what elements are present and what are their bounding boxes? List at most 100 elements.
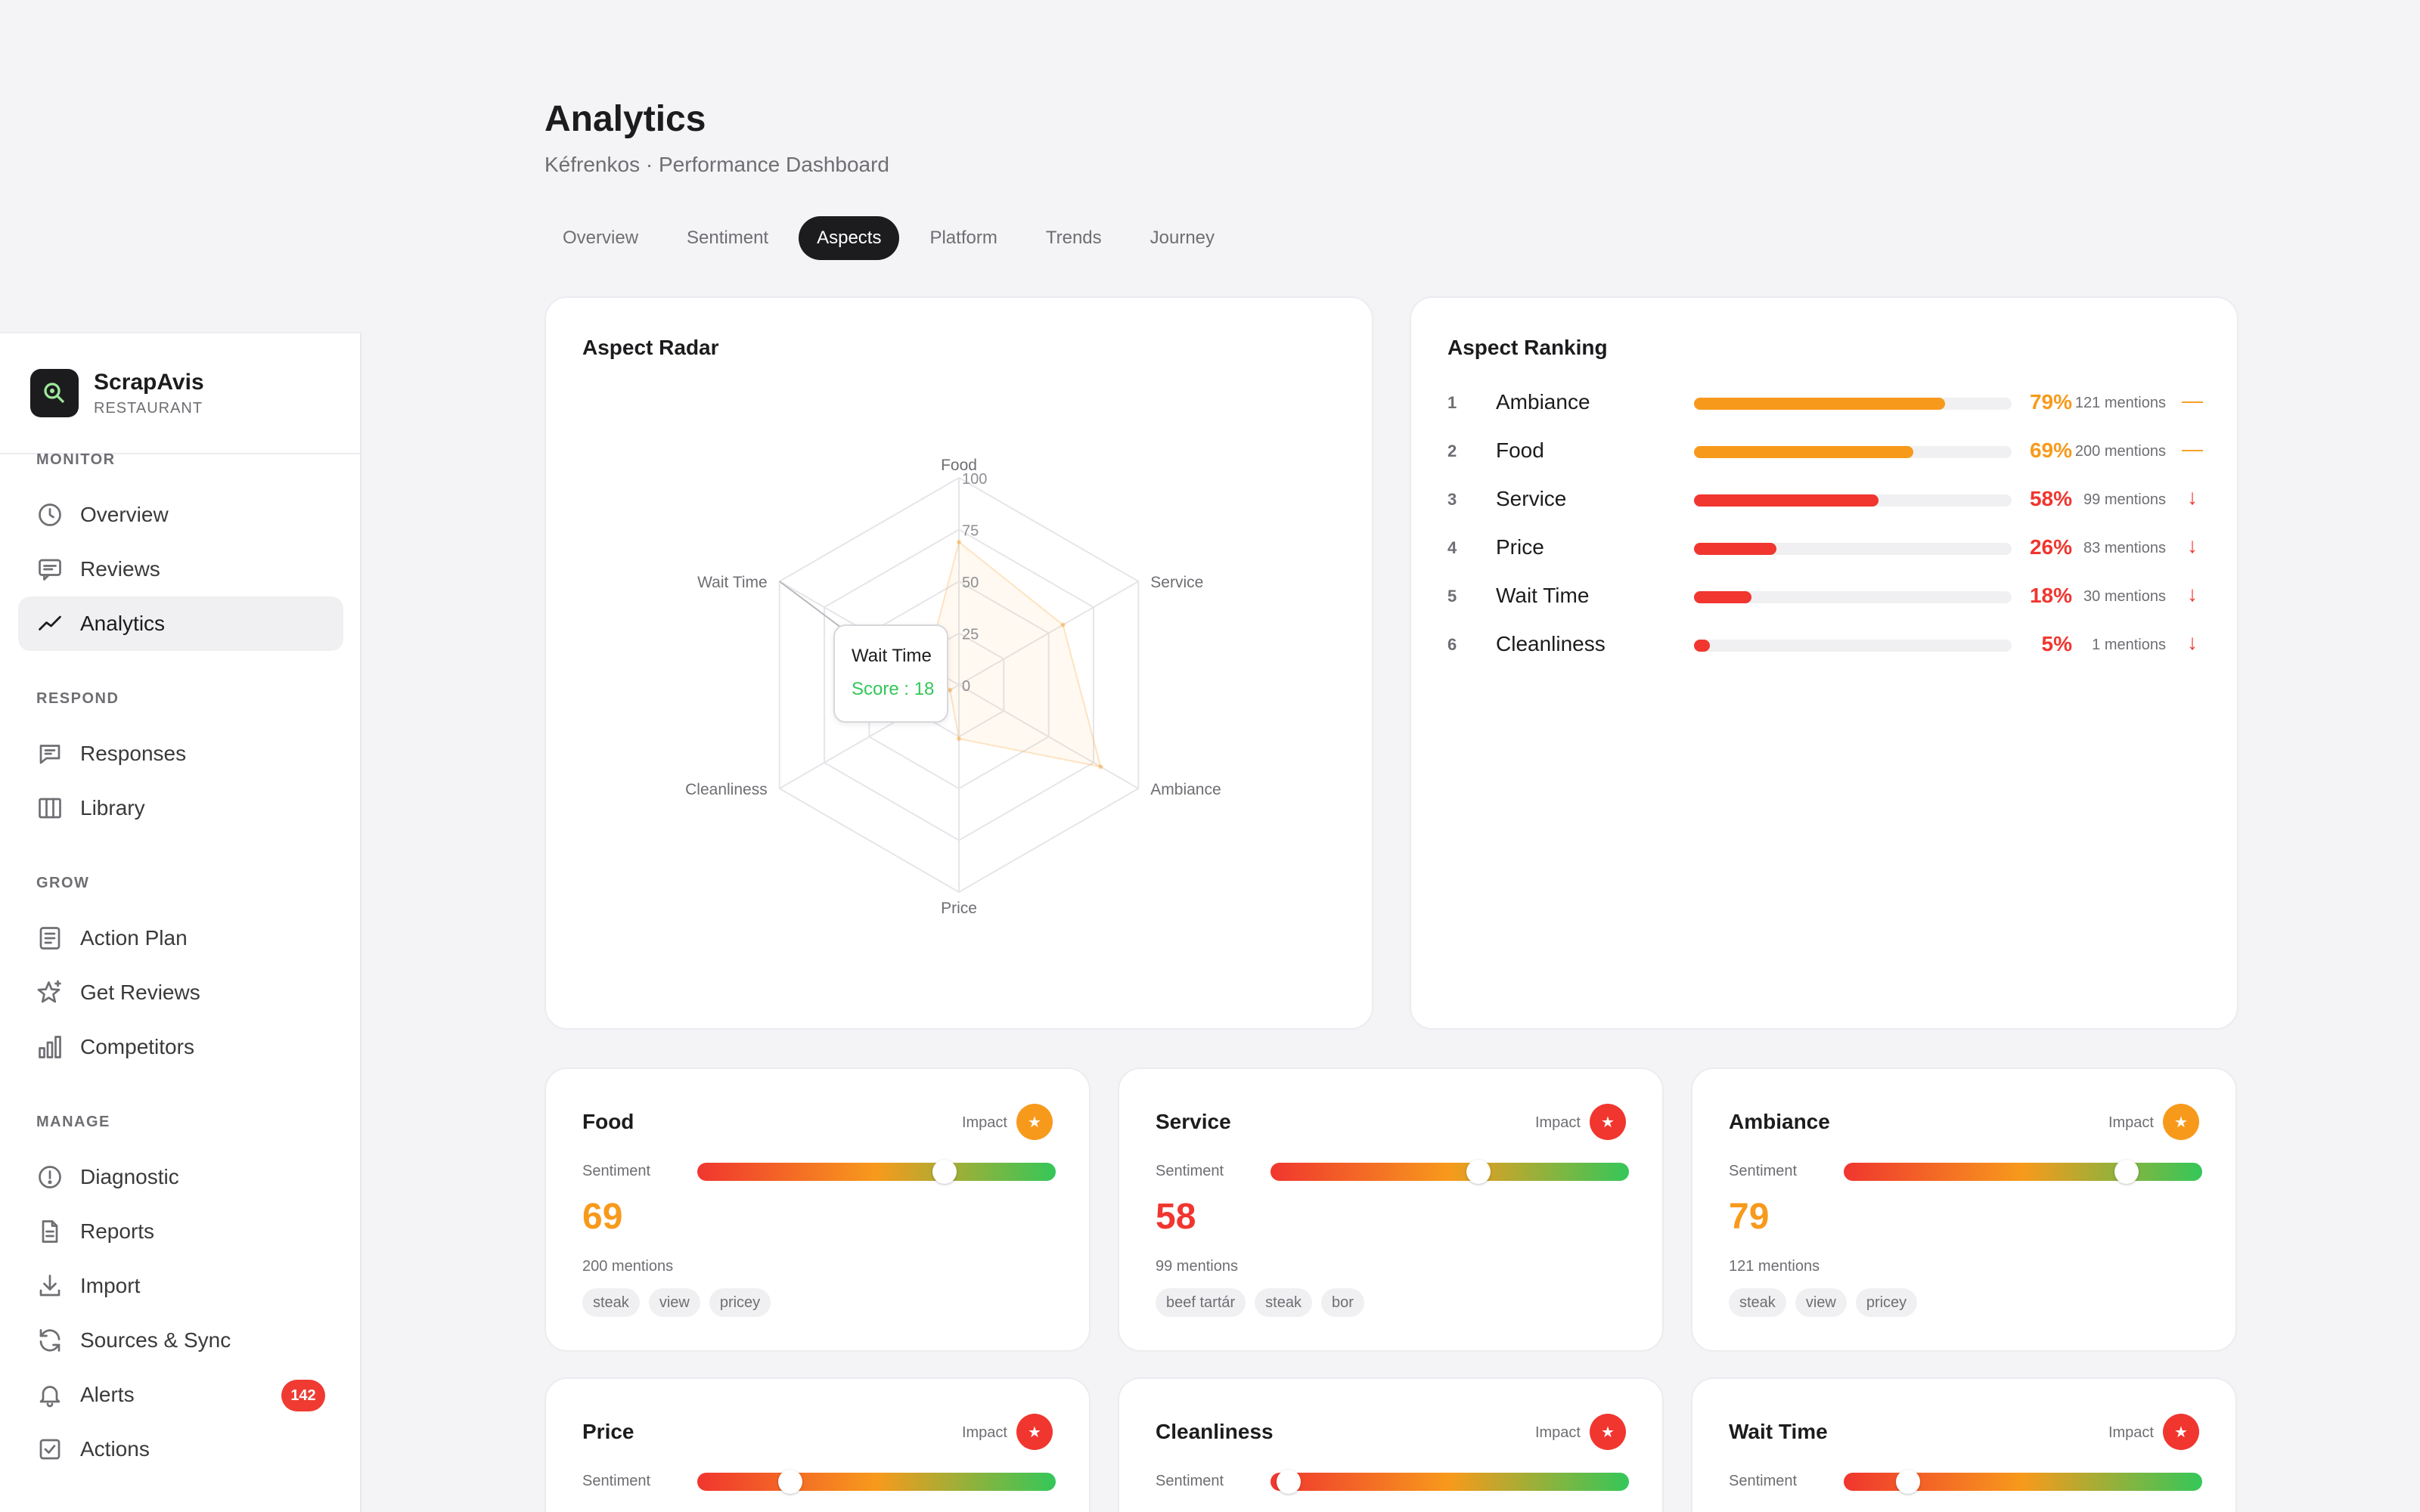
rank-aspect-name: Food xyxy=(1496,438,1544,462)
sidebar-item-label: Sources & Sync xyxy=(80,1328,231,1352)
sentiment-bar xyxy=(697,1160,1056,1184)
rank-aspect-name: Service xyxy=(1496,487,1567,510)
tab-overview[interactable]: Overview xyxy=(563,228,639,248)
sidebar-item-actions[interactable]: Actions xyxy=(18,1422,343,1476)
sidebar-item-competitors[interactable]: Competitors xyxy=(18,1020,343,1074)
radar-point-ambiance[interactable] xyxy=(1098,764,1103,770)
sidebar-item-action-plan[interactable]: Action Plan xyxy=(18,911,343,965)
aspect-card-ambiance[interactable]: Ambiance Impact ★ Sentiment 79 121 mentions st… xyxy=(1691,1067,2237,1352)
keyword-tag[interactable]: view xyxy=(648,1288,700,1317)
rank-bar-fill xyxy=(1694,446,1913,458)
ranking-row[interactable]: 4 Price 26% 83 mentions ↓ xyxy=(1447,534,2204,564)
rank-percentage: 69% xyxy=(2029,438,2072,462)
rank-mentions: 200 mentions xyxy=(2074,443,2166,460)
aspect-card-title: Service xyxy=(1156,1110,1231,1133)
rank-percentage: 58% xyxy=(2029,487,2072,510)
rank-bar-track xyxy=(1694,591,2012,603)
keyword-tag[interactable]: pricey xyxy=(709,1288,771,1317)
alert-circle-icon xyxy=(39,1166,61,1188)
sidebar-item-responses[interactable]: Responses xyxy=(18,727,343,781)
keyword-tag[interactable]: steak xyxy=(1729,1288,1786,1317)
ranking-row[interactable]: 6 Cleanliness 5% 1 mentions ↓ xyxy=(1447,631,2204,661)
sentiment-knob xyxy=(1466,1160,1491,1184)
sidebar-item-analytics[interactable]: Analytics xyxy=(18,596,343,651)
tab-aspects[interactable]: Aspects xyxy=(799,216,900,260)
sentiment-knob xyxy=(932,1160,957,1184)
tab-trends[interactable]: Trends xyxy=(1045,228,1102,248)
trend-down-icon: ↓ xyxy=(2187,485,2198,509)
aspect-card-cleanliness[interactable]: Cleanliness Impact ★ Sentiment xyxy=(1118,1377,1664,1512)
ranking-row[interactable]: 5 Wait Time 18% 30 mentions ↓ xyxy=(1447,582,2204,612)
sidebar-item-sources-sync[interactable]: Sources & Sync xyxy=(18,1313,343,1368)
sentiment-knob xyxy=(1896,1470,1921,1494)
tab-platform[interactable]: Platform xyxy=(929,228,997,248)
sidebar-item-alerts[interactable]: Alerts 142 xyxy=(18,1368,343,1422)
sidebar-item-label: Competitors xyxy=(80,1035,194,1058)
radar-hover-line xyxy=(779,581,841,627)
sentiment-label: Sentiment xyxy=(582,1473,651,1489)
nav-section-manage: MANAGE xyxy=(36,1114,110,1130)
keyword-tag[interactable]: view xyxy=(1795,1288,1847,1317)
impact-star-icon: ★ xyxy=(1590,1104,1626,1140)
keyword-tag[interactable]: steak xyxy=(1255,1288,1312,1317)
trend-flat-icon: — xyxy=(2182,389,2203,412)
radar-axis-label-price: Price xyxy=(941,900,977,917)
rank-bar-fill xyxy=(1694,640,1710,652)
aspect-card-wait-time[interactable]: Wait Time Impact ★ Sentiment xyxy=(1691,1377,2237,1512)
trend-down-icon: ↓ xyxy=(2187,534,2198,557)
page-subtitle: Kéfrenkos · Performance Dashboard xyxy=(544,153,889,176)
aspect-ranking-card: Aspect Ranking 1 Ambiance 79% 121 mentions —… xyxy=(1410,296,2238,1030)
aspect-mentions: 99 mentions xyxy=(1156,1258,1238,1275)
sentiment-bar xyxy=(1270,1470,1629,1494)
keyword-tag[interactable]: bor xyxy=(1320,1288,1364,1317)
ranking-row[interactable]: 3 Service 58% 99 mentions ↓ xyxy=(1447,485,2204,516)
bar-chart-icon xyxy=(39,1036,61,1058)
radar-point-food[interactable] xyxy=(957,539,961,544)
sidebar-item-get-reviews[interactable]: Get Reviews xyxy=(18,965,343,1020)
rank-bar-track xyxy=(1694,446,2012,458)
aspect-card-food[interactable]: Food Impact ★ Sentiment 69 200 mentions steak v… xyxy=(544,1067,1091,1352)
radar-point-service[interactable] xyxy=(1060,622,1066,627)
tab-sentiment[interactable]: Sentiment xyxy=(687,228,769,248)
aspect-mentions: 121 mentions xyxy=(1729,1258,1820,1275)
aspect-card-price[interactable]: Price Impact ★ Sentiment xyxy=(544,1377,1091,1512)
download-icon xyxy=(39,1275,60,1297)
radar-tick-label: 75 xyxy=(962,523,979,540)
sidebar-item-reports[interactable]: Reports xyxy=(18,1204,343,1259)
rank-number: 6 xyxy=(1447,635,1457,654)
tab-journey[interactable]: Journey xyxy=(1150,228,1215,248)
keyword-tag[interactable]: beef tartár xyxy=(1156,1288,1246,1317)
keyword-tag[interactable]: steak xyxy=(582,1288,640,1317)
ranking-row[interactable]: 1 Ambiance 79% 121 mentions — xyxy=(1447,389,2204,419)
nav-section-grow: GROW xyxy=(36,875,90,891)
radar-point-price[interactable] xyxy=(957,736,961,742)
radar-axis-label-wait-time: Wait Time xyxy=(697,574,768,591)
aspect-card-service[interactable]: Service Impact ★ Sentiment 58 99 mentions beef… xyxy=(1118,1067,1664,1352)
aspect-card-title: Cleanliness xyxy=(1156,1420,1274,1443)
bell-icon xyxy=(39,1386,60,1408)
brand[interactable]: ScrapAvis RESTAURANT xyxy=(0,333,360,454)
ranking-row[interactable]: 2 Food 69% 200 mentions — xyxy=(1447,437,2204,467)
aspect-radar-title: Aspect Radar xyxy=(582,336,719,359)
radar-point-cleanliness[interactable] xyxy=(948,687,953,692)
checkbox-icon xyxy=(39,1439,60,1460)
tooltip-value: Score : 18 xyxy=(852,679,935,699)
sidebar-item-label: Reports xyxy=(80,1219,155,1243)
sidebar-item-overview[interactable]: Overview xyxy=(18,488,343,542)
keyword-tags: beef tartár steak bor xyxy=(1156,1288,1373,1317)
aspect-score: 79 xyxy=(1729,1197,1770,1237)
sidebar-item-reviews[interactable]: Reviews xyxy=(18,542,343,596)
sentiment-label: Sentiment xyxy=(582,1163,651,1179)
radar-spoke xyxy=(958,581,1139,686)
sidebar-item-import[interactable]: Import xyxy=(18,1259,343,1313)
radar-axis-label-cleanliness: Cleanliness xyxy=(685,781,768,798)
keyword-tag[interactable]: pricey xyxy=(1855,1288,1918,1317)
aspect-card-title: Food xyxy=(582,1110,634,1133)
sidebar-item-diagnostic[interactable]: Diagnostic xyxy=(18,1150,343,1204)
sentiment-knob xyxy=(778,1470,803,1494)
rank-bar-fill xyxy=(1694,543,1777,555)
radar-axis-label-ambiance: Ambiance xyxy=(1150,781,1221,798)
sidebar-item-label: Library xyxy=(80,796,145,820)
sidebar-item-library[interactable]: Library xyxy=(18,781,343,835)
sentiment-label: Sentiment xyxy=(1156,1473,1224,1489)
